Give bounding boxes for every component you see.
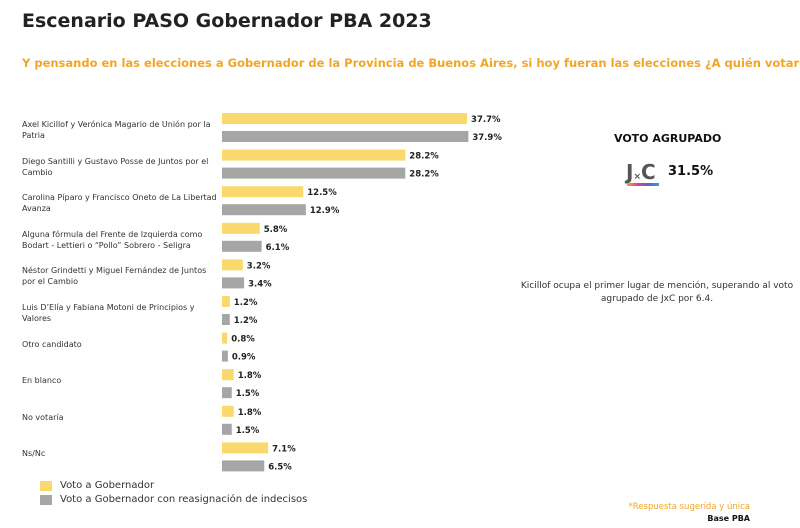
bar-series-1 (222, 332, 228, 344)
data-label: 37.9% (472, 133, 502, 143)
legend-item: Voto a Gobernador con reasignación de in… (40, 494, 307, 505)
category-label: Alguna fórmula del Frente de Izquierda c… (22, 229, 203, 250)
bar-series-2 (222, 460, 265, 472)
data-label: 1.8% (238, 408, 262, 418)
jxc-grouped-value: 31.5% (668, 164, 714, 179)
legend-swatch (40, 480, 52, 491)
analysis-note: Kicillof ocupa el primer lugar de menció… (520, 281, 794, 304)
bar-series-1 (222, 113, 468, 124)
bar-series-1 (222, 186, 304, 198)
category-label: Carolina Píparo y Francisco Oneto de La … (22, 193, 217, 214)
footnote: *Respuesta sugerida y única (628, 502, 750, 512)
side-title: VOTO AGRUPADO (614, 132, 722, 145)
data-label: 37.7% (471, 115, 501, 125)
data-label: 28.2% (409, 170, 439, 180)
data-label: 1.5% (236, 426, 260, 436)
category-label: Ns/Nc (22, 449, 46, 459)
bar-series-1 (222, 369, 234, 381)
category-label: En blanco (22, 376, 62, 386)
bar-series-2 (222, 314, 230, 325)
base-note: Base PBA (707, 514, 750, 523)
bar-series-1 (222, 259, 243, 271)
bar-series-2 (222, 350, 228, 362)
legend-item: Voto a Gobernador (40, 480, 154, 491)
bar-series-2 (222, 423, 232, 435)
category-label: Axel Kicillof y Verónica Magario de Unió… (22, 120, 211, 140)
data-label: 1.8% (238, 371, 262, 381)
data-label: 12.5% (307, 188, 337, 198)
bar-series-1 (222, 222, 260, 234)
question-subtitle: Y pensando en las elecciones a Gobernado… (22, 56, 800, 70)
category-label: Luis D’Elía y Fabiana Motoni de Principi… (22, 303, 195, 323)
bar-series-2 (222, 131, 469, 142)
data-label: 28.2% (409, 152, 439, 162)
category-label: Néstor Grindetti y Miguel Fernández de J… (22, 266, 207, 287)
data-label: 6.1% (266, 243, 290, 253)
data-label: 1.2% (234, 298, 258, 308)
data-label: 6.5% (268, 462, 292, 472)
category-label: No votaría (22, 412, 64, 422)
data-label: 12.9% (310, 206, 340, 216)
data-label: 5.8% (264, 225, 288, 235)
jxc-logo-underline (627, 183, 659, 186)
data-label: 3.4% (248, 279, 272, 289)
bar-series-2 (222, 240, 262, 252)
data-label: 0.9% (232, 353, 256, 363)
bar-series-1 (222, 149, 406, 161)
bar-series-1 (222, 442, 269, 454)
data-label: 7.1% (272, 444, 296, 454)
bar-series-2 (222, 167, 406, 179)
category-label: Otro candidato (22, 339, 82, 349)
data-label: 0.8% (231, 335, 255, 345)
legend-label: Voto a Gobernador con reasignación de in… (60, 494, 308, 505)
jxc-logo: J×C (626, 160, 656, 184)
page-title: Escenario PASO Gobernador PBA 2023 (22, 10, 432, 32)
legend-label: Voto a Gobernador (60, 480, 155, 491)
bar-series-2 (222, 204, 306, 216)
legend-swatch (40, 494, 52, 505)
bar-series-1 (222, 296, 230, 307)
data-label: 3.2% (247, 261, 271, 271)
bar-series-1 (222, 405, 234, 417)
category-label: Diego Santilli y Gustavo Posse de Juntos… (22, 156, 209, 177)
data-label: 1.2% (234, 316, 258, 326)
bar-series-2 (222, 387, 232, 399)
data-label: 1.5% (236, 389, 260, 399)
bar-series-2 (222, 277, 245, 289)
